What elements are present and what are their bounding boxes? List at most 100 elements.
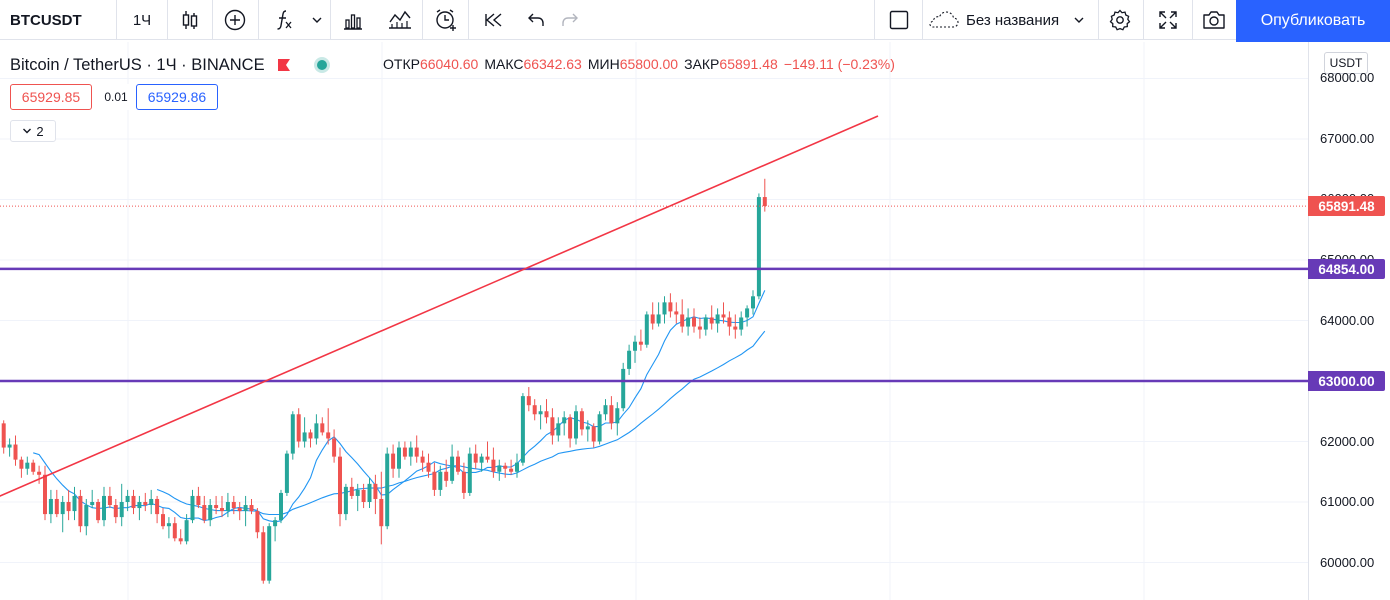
compare-symbol-button[interactable] <box>216 0 254 40</box>
toolbar-divider <box>1192 0 1193 40</box>
financials-button[interactable] <box>334 0 372 40</box>
symbol-search-button[interactable]: BTCUSDT <box>10 11 82 29</box>
candle-body <box>273 520 278 527</box>
candle-body <box>231 502 236 509</box>
fullscreen-layout-button[interactable] <box>878 0 920 40</box>
candle-body <box>367 483 372 502</box>
candle-body <box>155 498 160 515</box>
layout-name-button[interactable]: Без названия <box>922 0 1094 40</box>
candle-body <box>96 502 101 521</box>
market-status-icon[interactable] <box>316 60 327 70</box>
candles-style-button[interactable] <box>172 0 208 40</box>
moving-average-fast <box>33 290 766 523</box>
level-price-tag[interactable]: 63000.00 <box>1308 371 1385 391</box>
price-scale[interactable] <box>1308 42 1390 600</box>
candle-body <box>402 447 407 457</box>
expand-icon <box>1159 11 1177 29</box>
price-tick: 67000.00 <box>1320 131 1375 146</box>
candle-body <box>520 396 525 463</box>
candle-body <box>202 505 207 521</box>
toolbar-divider <box>1143 0 1144 40</box>
last-price-tag: 65891.48 <box>1308 196 1385 216</box>
candle-body <box>19 459 24 469</box>
currency-badge[interactable]: USDT <box>1324 52 1368 74</box>
candle-body <box>161 514 165 527</box>
candle-body <box>633 341 637 351</box>
candle-body <box>674 311 679 315</box>
flag-icon[interactable] <box>277 58 291 72</box>
candle-body <box>54 498 59 515</box>
snapshot-button[interactable] <box>1194 0 1234 40</box>
close-value: 65891.48 <box>719 56 778 72</box>
candle-body <box>762 197 767 207</box>
close-label: ЗАКР <box>684 56 720 72</box>
candle-body <box>208 505 213 521</box>
camera-icon <box>1203 11 1225 29</box>
candle-body <box>509 468 514 472</box>
rewind-icon <box>485 13 502 27</box>
chart-pane[interactable] <box>0 42 1308 600</box>
settings-button[interactable] <box>1100 0 1140 40</box>
toolbar-divider <box>212 0 213 40</box>
indicator-templates-icon <box>389 10 411 29</box>
buy-price-button[interactable]: 65929.86 <box>136 84 218 110</box>
candle-body <box>756 197 761 297</box>
redo-button[interactable] <box>552 0 588 40</box>
undo-button[interactable] <box>518 0 554 40</box>
candle-body <box>72 495 77 512</box>
level-price-tag[interactable]: 64854.00 <box>1308 259 1385 279</box>
candle-body <box>261 532 266 581</box>
candle-body <box>668 302 673 312</box>
open-value: 66040.60 <box>419 56 479 72</box>
change-value: −149.11 (−0.23%) <box>783 56 895 72</box>
candlestick-icon <box>182 11 198 29</box>
toolbar-divider <box>422 0 423 40</box>
candle-body <box>680 314 685 327</box>
candle-body <box>603 405 608 415</box>
indicators-button[interactable] <box>264 0 304 40</box>
candle-body <box>473 453 478 463</box>
replay-button[interactable] <box>472 0 514 40</box>
candle-body <box>214 505 219 509</box>
indicators-toggle[interactable]: 2 <box>10 120 56 142</box>
candle-body <box>349 486 354 496</box>
candle-body <box>485 456 490 460</box>
candle-body <box>656 314 661 324</box>
candle-body <box>249 505 254 512</box>
candle-body <box>621 368 626 409</box>
alert-button[interactable] <box>426 0 466 40</box>
toolbar-divider <box>167 0 168 40</box>
symbol-legend[interactable]: Bitcoin / TetherUS · 1Ч · BINANCE <box>10 54 327 76</box>
candle-body <box>220 508 224 512</box>
candle-body <box>178 538 183 542</box>
publish-button[interactable]: Опубликовать <box>1236 0 1390 42</box>
price-chart[interactable] <box>0 42 1308 600</box>
open-label: ОТКР <box>383 56 420 72</box>
indicators-dropdown[interactable] <box>306 0 328 40</box>
toolbar-divider <box>116 0 117 40</box>
candle-body <box>408 447 413 457</box>
interval-button[interactable]: 1Ч <box>132 11 152 29</box>
templates-button[interactable] <box>380 0 420 40</box>
candle-body <box>450 456 455 481</box>
sell-price-button[interactable]: 65929.85 <box>10 84 92 110</box>
fullscreen-button[interactable] <box>1146 0 1190 40</box>
candle-body <box>591 426 596 442</box>
add-circle-icon <box>224 9 246 31</box>
candle-body <box>467 453 472 493</box>
candle-body <box>7 444 12 448</box>
candle-body <box>290 414 295 454</box>
candle-body <box>25 462 30 469</box>
candle-body <box>343 486 348 515</box>
candle-body <box>444 471 449 481</box>
candle-body <box>627 350 632 369</box>
layout-name-label: Без названия <box>966 11 1060 29</box>
candle-body <box>385 453 390 527</box>
candle-body <box>721 314 726 318</box>
price-tick: 61000.00 <box>1320 494 1375 509</box>
candle-body <box>532 405 537 415</box>
candle-body <box>379 498 384 527</box>
candle-body <box>638 341 643 345</box>
candle-body <box>48 498 53 515</box>
indicators-count: 2 <box>36 123 44 139</box>
